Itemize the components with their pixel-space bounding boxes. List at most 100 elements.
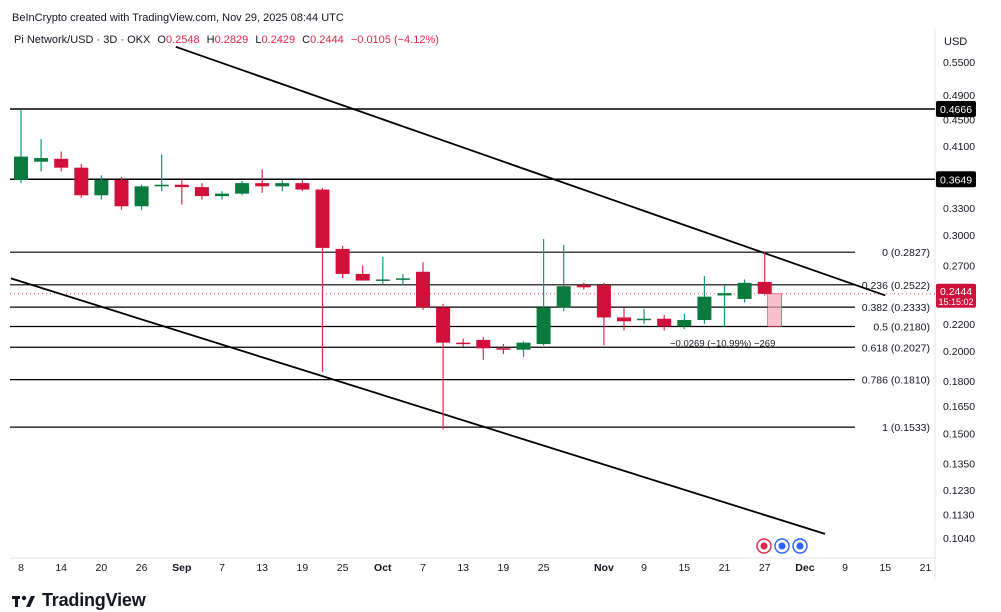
x-tick-label: 25 [337,562,349,574]
y-tick-label: 0.1230 [943,485,975,497]
candle-body [416,271,430,308]
tradingview-logo-icon [12,595,35,607]
x-tick-label: 13 [457,562,469,574]
low-label: L [255,34,262,46]
fib-level-label: 0.236 (0.2522) [862,280,930,292]
level-tag [936,100,976,117]
candle-body [496,348,511,350]
candle-body [235,183,250,194]
x-tick-label: 8 [18,562,24,574]
x-tick-label: 19 [297,562,309,574]
x-tick-label: Oct [374,562,392,574]
lightning-icon-dot [760,542,768,550]
candle-body [576,285,591,288]
x-tick-label: 7 [219,562,225,574]
y-tick-label: 0.1350 [943,458,975,470]
candle-body [255,183,270,187]
y-tick-label: 0.4500 [943,114,975,126]
candle-body [275,183,290,187]
fib-level-label: 1 (0.1533) [882,422,930,434]
fib-level-label: 0.382 (0.2333) [862,302,930,314]
candle-body [657,318,672,327]
fib-level-label: 0.618 (0.2027) [862,342,930,354]
level-tag [936,171,976,188]
x-tick-label: 15 [678,562,690,574]
x-tick-label: 26 [136,562,148,574]
open-label: O [157,34,166,46]
candle-body [677,320,692,327]
level-tag-label: 0.3649 [940,174,972,186]
candle-body [194,187,209,197]
candle-body [134,186,149,207]
y-tick-label: 0.1800 [943,376,975,388]
ohlc-legend: Pi Network/USD · 3D · OKX O0.2548 H0.282… [14,34,439,46]
candle-body [174,184,189,188]
x-tick-label: 19 [498,562,510,574]
candle-body [54,158,69,168]
y-tick-label: 0.4100 [943,141,975,153]
chart-credit: BeInCrypto created with TradingView.com,… [12,12,344,24]
x-tick-label: 13 [256,562,268,574]
price-tag-timer: 15:15:02 [938,297,973,307]
y-tick-label: 0.2700 [943,260,975,272]
y-tick-label: 0.1650 [943,401,975,413]
close-value: 0.2444 [310,34,344,46]
candle-body [757,281,772,294]
x-tick-label: 15 [879,562,891,574]
currency-label[interactable]: USD [944,36,968,48]
projection-box [767,293,783,327]
candle-body [355,273,370,281]
y-tick-label: 0.3000 [943,230,975,242]
candle-body [295,183,310,190]
y-tick-label: 0.1130 [943,509,974,521]
high-value: 0.2829 [214,34,249,46]
fib-level-label: 0 (0.2827) [882,247,930,259]
candle-body [476,339,491,349]
low-value: 0.2429 [261,34,296,46]
x-tick-label: 7 [420,562,426,574]
x-tick-label: Nov [594,562,614,574]
candle-body [456,342,471,345]
lower-trendline [10,277,826,535]
price-tag [936,283,976,308]
x-tick-label: 20 [96,562,108,574]
high-label: H [206,34,215,46]
candle-body [697,296,712,321]
price-chart[interactable]: 0.55000.49000.45000.41000.37000.33000.30… [0,0,1001,590]
y-tick-label: 0.4900 [943,90,975,102]
candle-body [617,317,631,322]
projection-label: −0.0269 (−10.99%) −269 [670,338,775,349]
candle-body [637,318,652,321]
y-tick-label: 0.2000 [943,346,975,358]
symbol-label[interactable]: Pi Network/USD · 3D · OKX [14,34,151,46]
candle-body [395,278,410,280]
candle-body [335,248,350,274]
level-tag-label: 0.4666 [940,104,972,116]
candle-body [737,282,752,300]
candle-body [516,342,531,350]
change-value: −0.0105 (−4.12%) [350,34,439,46]
candle-body [375,279,390,281]
x-tick-label: 14 [55,562,67,574]
x-tick-label: 27 [759,562,771,574]
x-tick-label: 25 [538,562,550,574]
fib-level-label: 0.786 (0.1810) [862,375,930,387]
price-tag-label: 0.2444 [940,286,972,298]
candle-body [717,293,732,296]
candle-body [14,156,28,180]
candle-body [34,158,49,162]
candle-body [556,286,571,308]
x-tick-label: 21 [920,562,932,574]
candle-body [74,167,89,196]
y-tick-label: 0.1040 [943,533,975,545]
x-tick-label: 21 [719,562,731,574]
y-tick-label: 0.3300 [943,203,975,215]
close-label: C [302,34,311,46]
fib-level-label: 0.5 (0.2180) [873,321,930,333]
y-tick-label: 0.1500 [943,428,975,440]
open-value: 0.2548 [165,34,200,46]
us-flag-icon-dot [796,542,804,550]
candle-body [596,285,611,318]
upper-trendline [175,45,886,297]
